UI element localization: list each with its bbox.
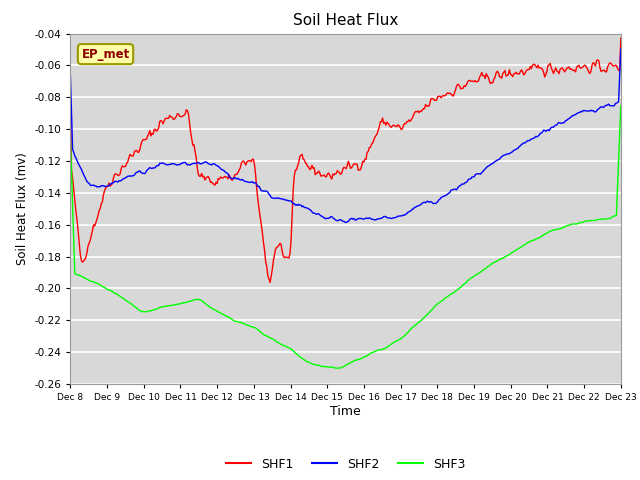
X-axis label: Time: Time [330,405,361,418]
Title: Soil Heat Flux: Soil Heat Flux [293,13,398,28]
Y-axis label: Soil Heat Flux (mv): Soil Heat Flux (mv) [16,153,29,265]
Legend: SHF1, SHF2, SHF3: SHF1, SHF2, SHF3 [221,453,470,476]
Text: EP_met: EP_met [81,48,130,60]
